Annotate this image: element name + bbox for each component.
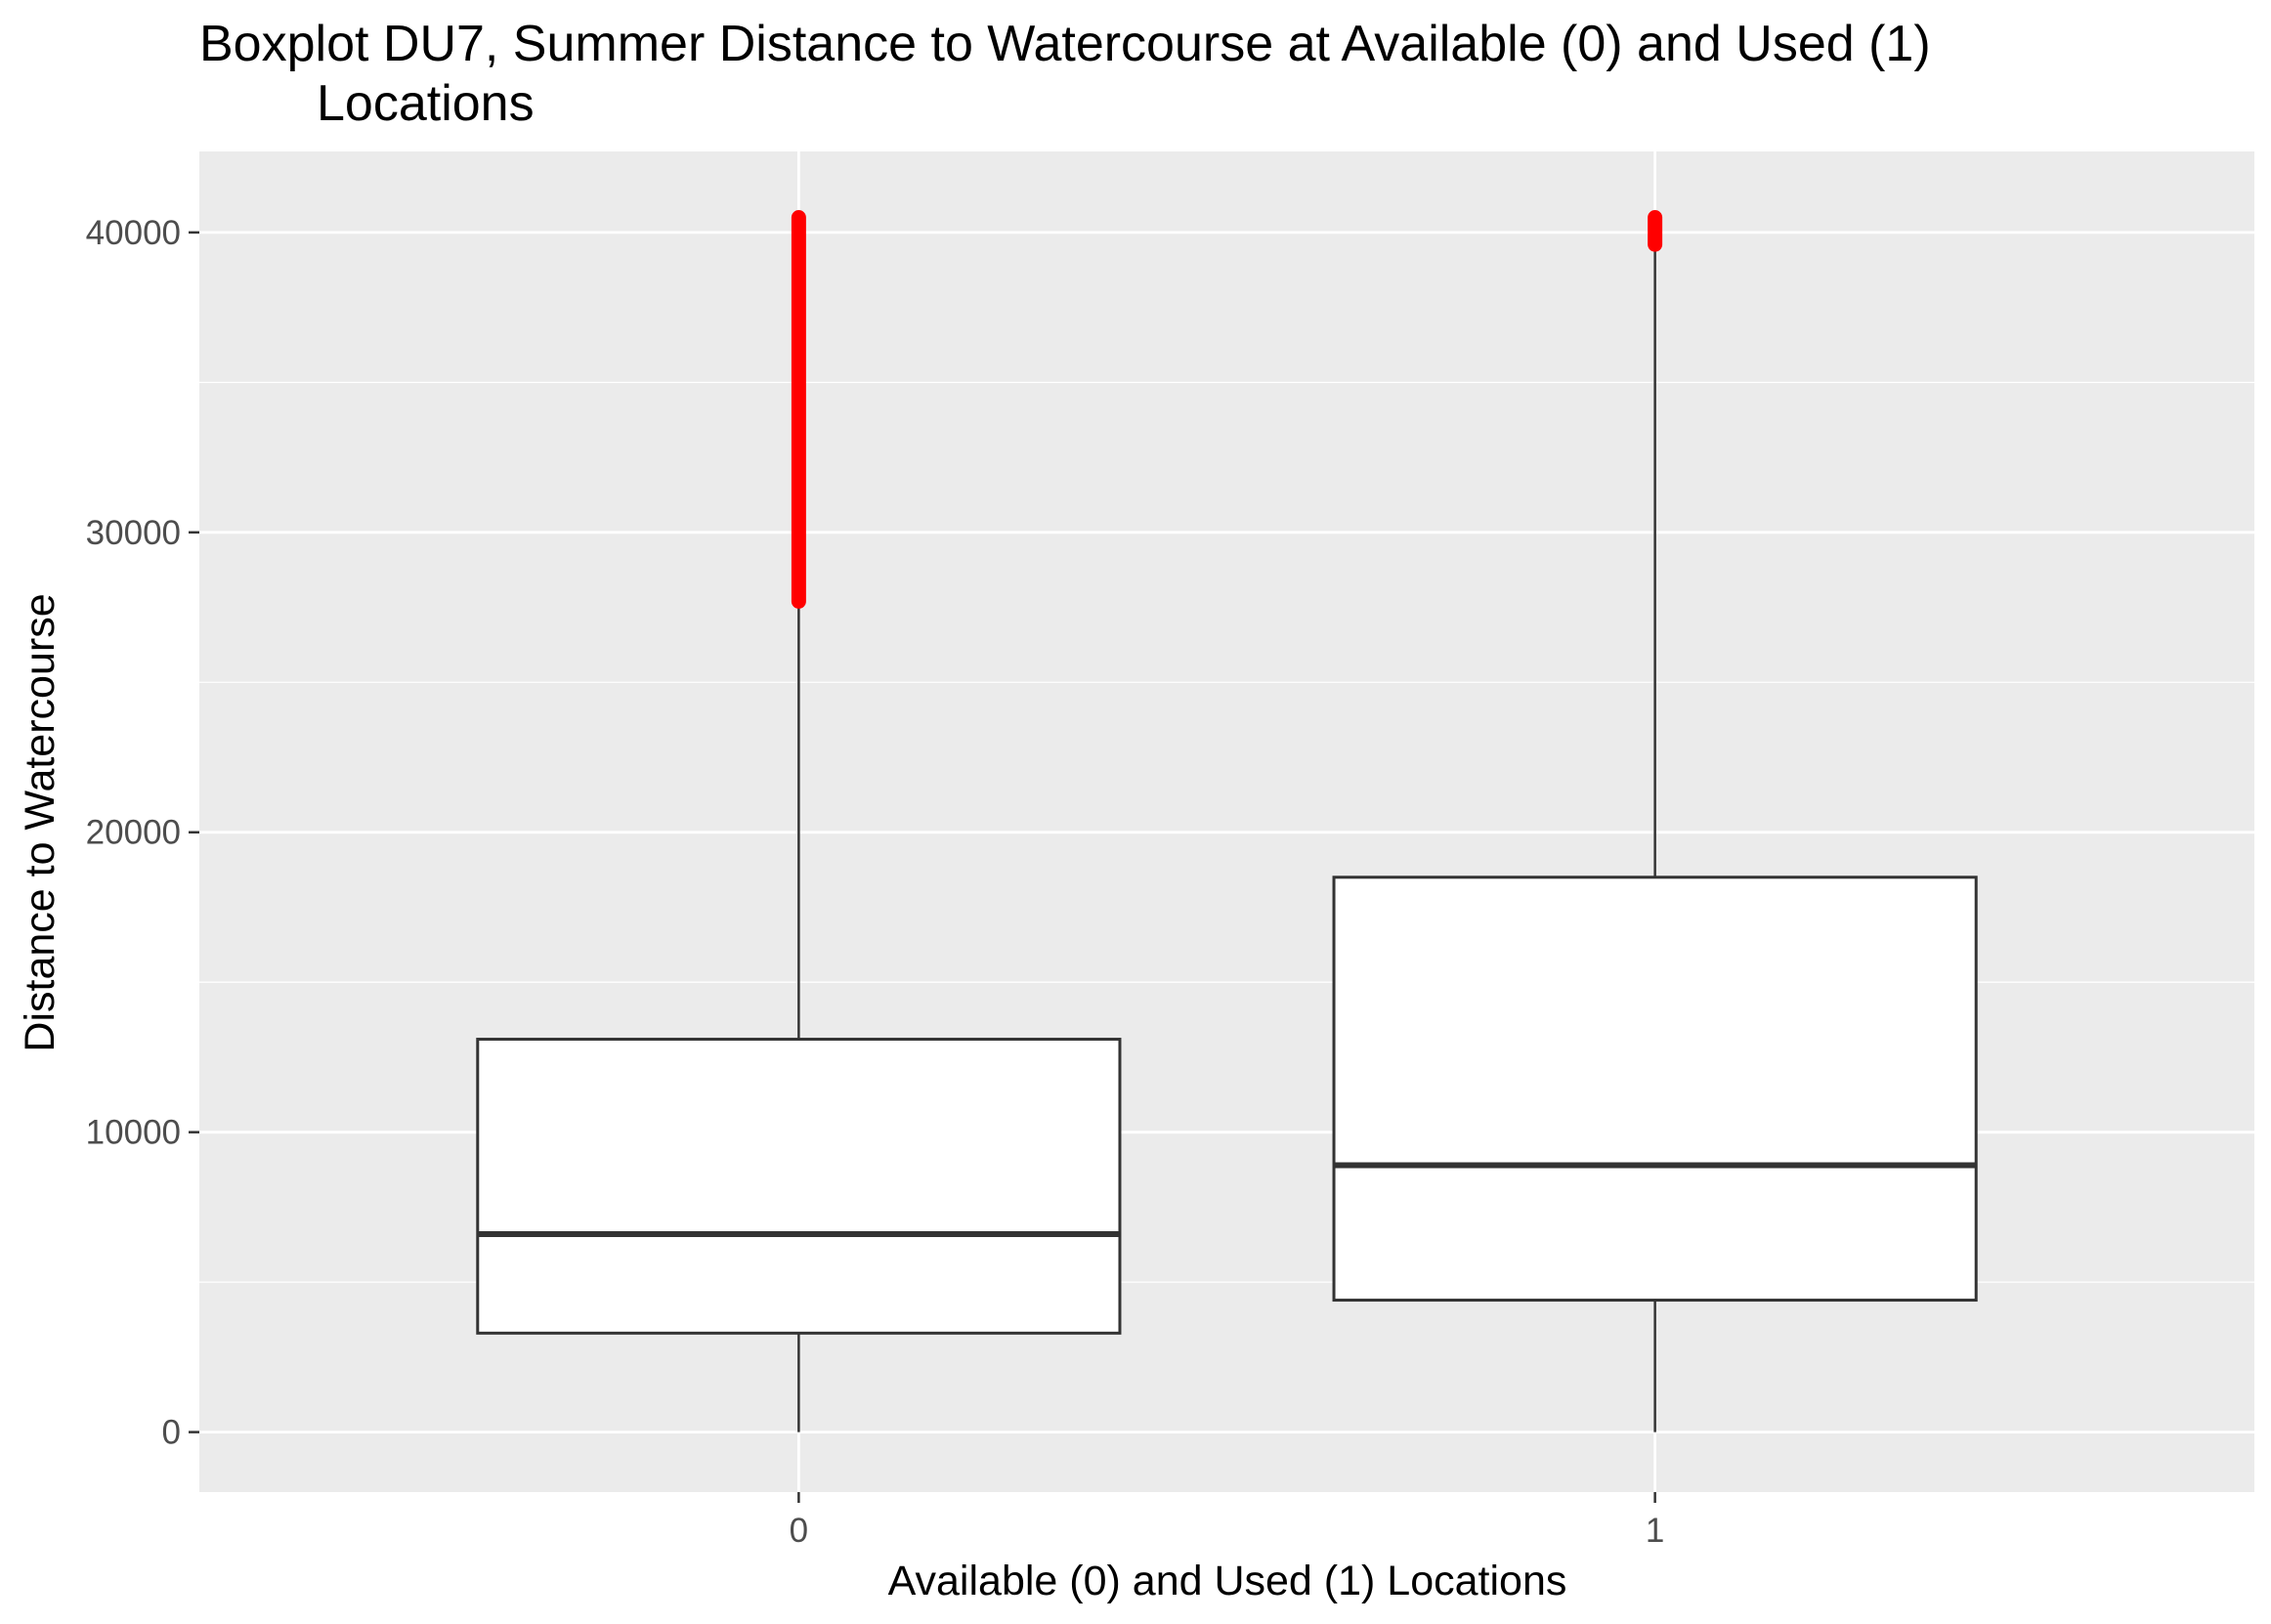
chart-title-line-2: Locations: [317, 75, 535, 132]
box-category-1: [1332, 210, 1978, 1432]
y-tick-label: 30000: [86, 514, 181, 552]
y-tick-label: 10000: [86, 1114, 181, 1152]
y-axis-title: Distance to Watercourse: [17, 593, 64, 1051]
iqr-box: [1332, 876, 1978, 1303]
y-tick-label: 20000: [86, 814, 181, 852]
iqr-box: [476, 1038, 1122, 1335]
y-tick-label: 40000: [86, 214, 181, 252]
boxes: [476, 210, 1978, 1432]
x-tick-label: 1: [1646, 1512, 1664, 1550]
x-tick-label: 0: [790, 1512, 808, 1550]
chart-title-line-1: Boxplot DU7, Summer Distance to Watercou…: [199, 16, 1931, 72]
x-axis-title: Available (0) and Used (1) Locations: [888, 1558, 1567, 1604]
box-category-0: [476, 210, 1122, 1432]
y-axis: 0 10000 20000 30000 40000: [86, 214, 199, 1452]
y-tick-label: 0: [162, 1414, 181, 1452]
